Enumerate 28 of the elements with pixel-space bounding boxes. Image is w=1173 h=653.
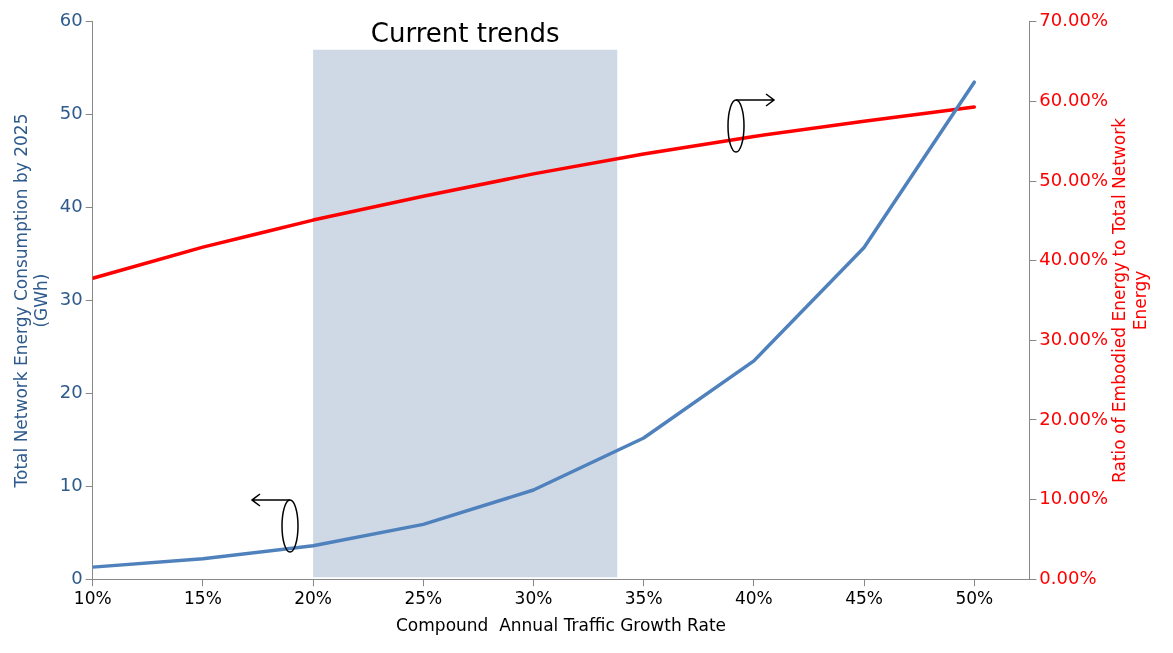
y-tick-label: 40: [59, 195, 83, 217]
y-tick-label: 50: [59, 102, 83, 124]
y-tick-label: 30: [59, 288, 83, 310]
y2-tick-label: 40.00%: [1039, 248, 1109, 270]
y2-tick-label: 10.00%: [1039, 487, 1109, 509]
y-tick-label: 60: [59, 9, 83, 31]
band-label: Current trends: [370, 17, 560, 48]
y2-tick-label: 60.00%: [1039, 89, 1109, 111]
x-tick-label: 30%: [514, 587, 553, 608]
x-tick-label: 20%: [294, 587, 332, 608]
x-tick-label: 15%: [184, 587, 222, 608]
x-tick-label: 10%: [73, 587, 112, 608]
y-tick-label: 10: [59, 473, 83, 495]
y-tick-label: 0: [71, 566, 83, 588]
x-axis-title: Compound Annual Traffic Growth Rate: [396, 615, 727, 636]
x-tick-label: 40%: [734, 587, 773, 608]
y2-tick-label: 20.00%: [1039, 407, 1109, 429]
y2-tick-label: 70.00%: [1039, 9, 1109, 31]
x-tick-label: 50%: [955, 587, 994, 608]
y-tick-label: 20: [59, 381, 83, 403]
y2-tick-label: 50.00%: [1039, 168, 1109, 190]
y2-tick-label: 0.00%: [1039, 566, 1097, 588]
y-axis-title: Total Network Energy Consumption by 2025 (GWh): [10, 113, 52, 489]
y2-axis-title: Ratio of Embodied Energy to Total Network Energy: [1108, 117, 1150, 483]
x-tick-label: 25%: [404, 587, 443, 608]
x-tick-label: 45%: [845, 587, 883, 608]
y2-tick-label: 30.00%: [1039, 327, 1109, 349]
x-tick-label: 35%: [624, 587, 663, 608]
